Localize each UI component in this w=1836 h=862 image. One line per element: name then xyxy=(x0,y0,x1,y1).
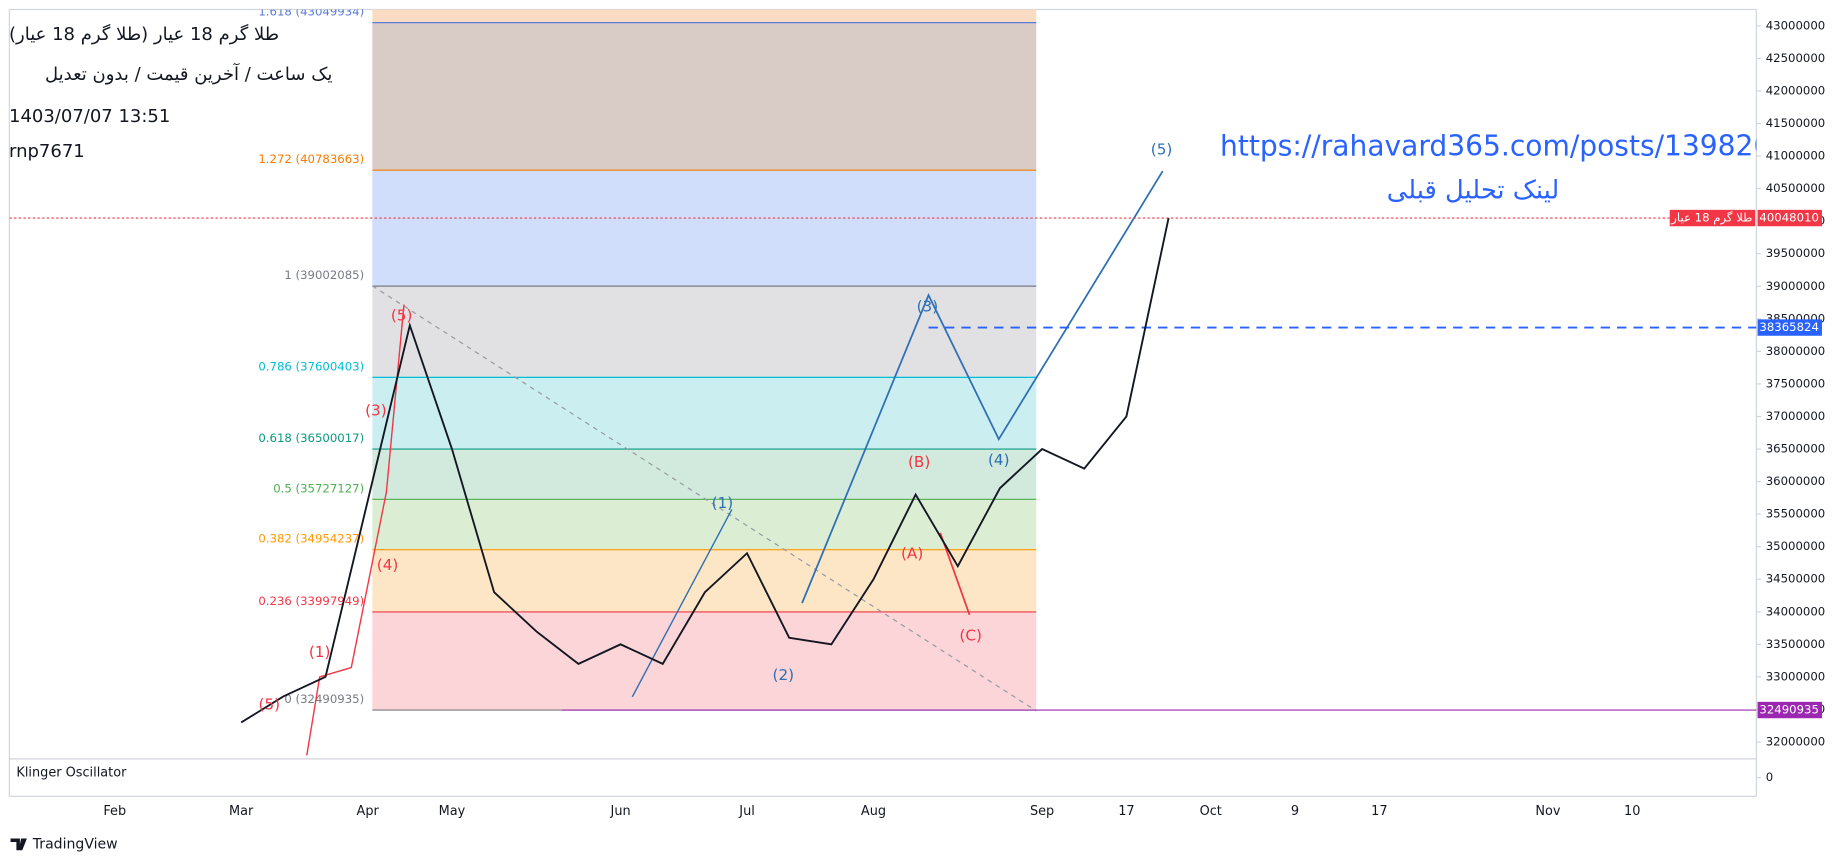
fib-zone xyxy=(372,549,1037,612)
fib-zone xyxy=(372,611,1037,711)
x-tick-label: Apr xyxy=(357,804,380,819)
x-tick-label: Sep xyxy=(1030,804,1054,819)
price-line xyxy=(240,217,1170,724)
y-tick-label: 37500000 xyxy=(1766,376,1826,390)
wave-line xyxy=(631,509,733,698)
y-tick-label: 36000000 xyxy=(1766,474,1826,488)
header-subtitle: یک ساعت / آخرین قیمت / بدون تعدیل xyxy=(45,64,333,85)
fib-label: 0.618 (36500017) xyxy=(258,431,364,445)
fib-zone xyxy=(372,499,1037,550)
wave-label: (4) xyxy=(988,451,1010,469)
fib-label: 0.382 (34954237) xyxy=(258,532,364,546)
trend-line xyxy=(372,285,1037,712)
x-tick-label: Mar xyxy=(229,804,254,819)
y-tick-label: 40500000 xyxy=(1766,181,1826,195)
x-tick-label: 17 xyxy=(1371,804,1387,819)
y-tick-label: 37000000 xyxy=(1766,409,1826,423)
wave-label: (3) xyxy=(365,402,387,420)
wave-label: (C) xyxy=(959,626,982,644)
fib-label: 0.5 (35727127) xyxy=(273,481,364,495)
price-badge-label: 32490935 xyxy=(1759,703,1819,717)
x-tick-label: Nov xyxy=(1535,804,1561,819)
symbol-badge xyxy=(1669,209,1756,227)
y-tick-label: 42000000 xyxy=(1766,83,1826,97)
fib-label: 1.618 (43049934) xyxy=(258,5,364,19)
x-tick-label: Aug xyxy=(861,804,886,819)
fib-label: 1 (39002085) xyxy=(284,268,364,282)
fib-label: 0.236 (33997949) xyxy=(258,594,364,608)
header-user: rnp7671 xyxy=(9,141,85,162)
wave-projection xyxy=(801,170,1164,604)
brand: TradingView xyxy=(32,836,118,852)
fib-zone xyxy=(372,449,1037,500)
y-tick-label: 38000000 xyxy=(1766,344,1826,358)
plot-layer xyxy=(9,170,1757,756)
x-tick-label: Oct xyxy=(1200,804,1222,819)
wave-label: (A) xyxy=(901,544,923,562)
y-tick-label: 34500000 xyxy=(1766,572,1826,586)
y-tick-label: 35500000 xyxy=(1766,507,1826,521)
brand-logo xyxy=(10,838,27,851)
price-badge-label: 40048010 xyxy=(1759,211,1819,225)
y-tick-label: 42500000 xyxy=(1766,51,1826,65)
fib-label: 1.272 (40783663) xyxy=(258,152,364,166)
wave-label: (5) xyxy=(1151,140,1173,158)
price-badge-label: 38365824 xyxy=(1759,320,1819,334)
y-tick-label: 36500000 xyxy=(1766,442,1826,456)
wave-label: (2) xyxy=(773,666,795,684)
price-badge xyxy=(1757,701,1822,719)
wave-label: (1) xyxy=(309,643,331,661)
price-badge xyxy=(1757,209,1822,227)
y-tick-label: 33000000 xyxy=(1766,669,1826,683)
fib-zone xyxy=(372,377,1037,450)
price-badge xyxy=(1757,319,1822,336)
x-tick-label: May xyxy=(439,804,466,819)
wave-label: (3) xyxy=(917,297,939,315)
y-tick-label: 32000000 xyxy=(1766,734,1826,748)
fib-zone xyxy=(372,9,1037,23)
fib-zone xyxy=(372,170,1037,287)
fib-zones: 1.618 (43049934) 1.272 (40783663) 1 (39002… xyxy=(258,5,1037,711)
y-tick-label: 35000000 xyxy=(1766,539,1826,553)
symbol-badge-label: طلا گرم 18 عیار xyxy=(1670,211,1752,226)
y-tick-label: 41000000 xyxy=(1766,149,1826,163)
x-tick-label: 10 xyxy=(1624,804,1640,819)
x-tick-label: Feb xyxy=(103,804,126,819)
wave-line xyxy=(939,532,971,616)
wave-line xyxy=(306,304,405,756)
y-tick-label: 43000000 xyxy=(1766,18,1826,32)
header-date: 1403/07/07 13:51 xyxy=(9,106,171,127)
x-tick-label: Jul xyxy=(738,804,755,819)
link-caption: لینک تحلیل قبلی xyxy=(1387,175,1559,205)
wave-label: (5) xyxy=(259,695,281,713)
y-tick-label: 39000000 xyxy=(1766,279,1826,293)
x-tick-label: Jun xyxy=(610,804,631,819)
wave-label: (1) xyxy=(712,494,734,512)
wave-label: (B) xyxy=(908,453,930,471)
fib-zone xyxy=(372,22,1037,171)
y-tick-label: 39500000 xyxy=(1766,246,1826,260)
y-tick-label: 34000000 xyxy=(1766,604,1826,618)
pane-title: Klinger Oscillator xyxy=(16,765,127,780)
x-tick-label: 17 xyxy=(1118,804,1134,819)
link[interactable]: https://rahavard365.com/posts/1398262 xyxy=(1220,130,1789,163)
x-tick-label: 9 xyxy=(1291,804,1299,819)
header-title: طلا گرم 18 عیار (طلا گرم 18 عیار) xyxy=(9,24,280,45)
y-tick-label: 33500000 xyxy=(1766,637,1826,651)
y-tick-label: 0 xyxy=(1766,770,1773,784)
y-tick-label: 41500000 xyxy=(1766,116,1826,130)
wave-label: (5) xyxy=(391,307,413,325)
fib-label: 0 (32490935) xyxy=(284,692,364,706)
wave-label: (4) xyxy=(377,556,399,574)
fib-label: 0.786 (37600403) xyxy=(258,359,364,373)
